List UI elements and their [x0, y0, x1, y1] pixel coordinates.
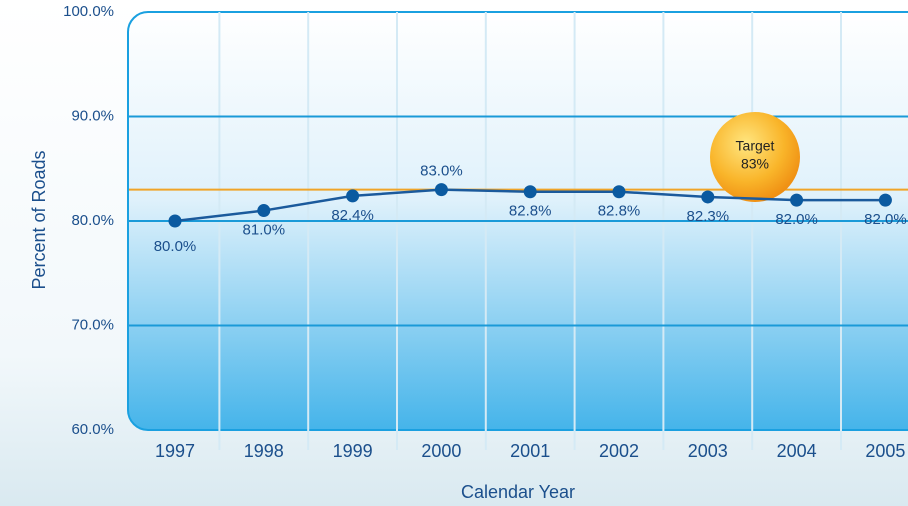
data-point	[790, 193, 804, 207]
y-tick-label: 100.0%	[63, 3, 114, 20]
data-label: 83.0%	[420, 163, 463, 180]
data-point	[346, 189, 360, 203]
target-badge	[710, 112, 800, 202]
category-dividers	[218, 12, 842, 450]
target-label: Target	[736, 138, 775, 154]
data-point	[701, 190, 715, 204]
x-tick-label: 1998	[244, 441, 284, 461]
data-label: 82.8%	[509, 203, 552, 220]
data-label: 82.0%	[864, 211, 907, 228]
target-value-label: 83%	[741, 156, 769, 172]
y-tick-label: 80.0%	[71, 212, 114, 229]
x-tick-label: 2005	[865, 441, 905, 461]
data-point	[612, 185, 626, 199]
x-tick-label: 2004	[777, 441, 817, 461]
x-axis-label: Calendar Year	[461, 482, 575, 502]
data-point	[523, 185, 537, 199]
y-axis-label: Percent of Roads	[29, 150, 49, 289]
data-label: 82.8%	[598, 203, 641, 220]
data-point	[878, 193, 892, 207]
data-label: 81.0%	[243, 222, 286, 239]
x-tick-label: 2002	[599, 441, 639, 461]
y-tick-label: 70.0%	[71, 316, 114, 333]
x-tick-label: 1997	[155, 441, 195, 461]
x-tick-label: 2003	[688, 441, 728, 461]
data-point	[257, 204, 271, 218]
data-point	[168, 214, 182, 228]
y-tick-label: 60.0%	[71, 421, 114, 438]
x-tick-label: 2001	[510, 441, 550, 461]
y-tick-label: 90.0%	[71, 107, 114, 124]
data-point	[434, 183, 448, 197]
x-tick-label: 1999	[333, 441, 373, 461]
data-label: 82.0%	[775, 211, 818, 228]
data-label: 82.4%	[331, 207, 374, 224]
data-label: 82.3%	[687, 208, 730, 225]
x-tick-label: 2000	[421, 441, 461, 461]
data-label: 80.0%	[154, 238, 197, 255]
